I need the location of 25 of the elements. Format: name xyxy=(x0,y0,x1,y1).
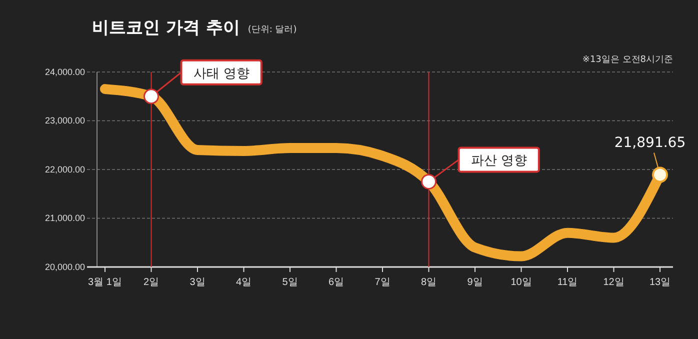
annotation: 파산 영향 xyxy=(470,154,527,169)
x-tick-label: 13일 xyxy=(649,277,671,288)
y-tick-label: 23,000.00 xyxy=(44,116,85,126)
x-tick-label: 7일 xyxy=(374,277,390,288)
y-tick-label: 22,000.00 xyxy=(44,164,85,174)
x-tick-label: 3월 1일 xyxy=(88,277,122,288)
y-tick-label: 21,000.00 xyxy=(44,213,85,224)
x-tick-label: 3일 xyxy=(190,277,206,288)
y-tick-label: 20,000.00 xyxy=(44,262,85,272)
chart-title: 비트코인 가격 추이 xyxy=(92,18,240,38)
chart-subtitle: (단위: 달러) xyxy=(248,25,297,35)
x-tick-label: 10일 xyxy=(510,277,532,288)
x-tick-label: 4일 xyxy=(236,277,252,288)
x-tick-label: 6일 xyxy=(328,277,344,288)
x-tick-label: 2일 xyxy=(143,277,160,288)
x-tick-label: 12일 xyxy=(603,277,624,288)
x-tick-label: 11일 xyxy=(557,277,578,288)
x-tick-label: 5일 xyxy=(282,277,298,288)
x-tick-label: 8일 xyxy=(420,277,437,288)
data-label: 21,891.65 xyxy=(614,134,686,151)
point xyxy=(652,166,668,183)
annotation: 사태 영향 xyxy=(193,66,250,82)
y-tick-label: 24,000.00 xyxy=(44,66,85,77)
x-tick-label: 9일 xyxy=(467,277,483,288)
text: ※13일은 오전8시기준 xyxy=(582,55,673,65)
